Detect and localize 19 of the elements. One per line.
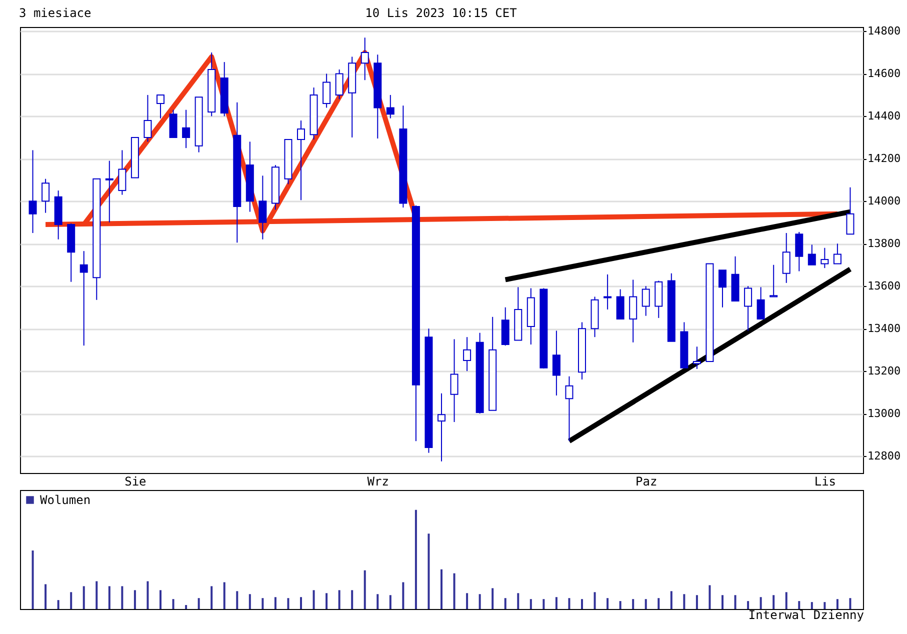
y-tick-label: 14800: [868, 24, 901, 38]
y-tick-label: 12800: [868, 450, 901, 463]
annotation: Interwal Dzienny: [748, 608, 864, 622]
y-tick-label: 14000: [868, 194, 901, 208]
y-tick-label: 13600: [868, 280, 901, 293]
y-tick-label: 14200: [868, 152, 901, 166]
x-tick-label: Wrz: [367, 474, 389, 488]
y-tick-label: 13800: [868, 237, 901, 250]
x-tick-label: Sie: [124, 474, 146, 488]
y-tick-label: 13000: [868, 407, 901, 420]
chart-title: 3 miesiace: [19, 6, 92, 20]
chart-subtitle: 10 Lis 2023 10:15 CET: [365, 6, 517, 20]
x-tick-label: Lis: [814, 474, 836, 488]
y-tick-label: 13400: [868, 322, 901, 336]
x-tick-label: Paz: [636, 474, 658, 488]
y-tick-label: 13200: [868, 364, 901, 378]
y-tick-label: 14400: [868, 110, 901, 123]
y-tick-label: 14600: [868, 67, 901, 80]
legend-label: Wolumen: [40, 493, 91, 507]
